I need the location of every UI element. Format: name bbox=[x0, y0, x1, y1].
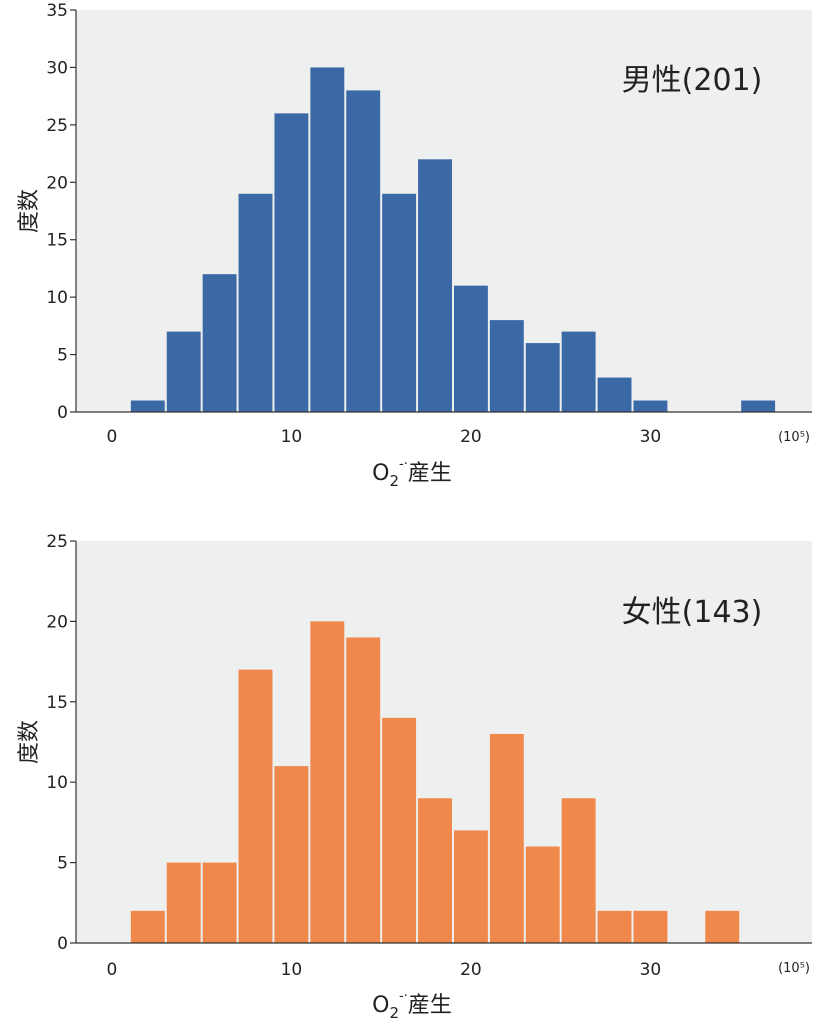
x-tick-label: 0 bbox=[106, 427, 117, 447]
histogram-bar bbox=[525, 846, 560, 943]
y-tick-label: 0 bbox=[57, 934, 68, 954]
histogram-bar bbox=[238, 193, 273, 412]
histogram-bar bbox=[166, 862, 201, 943]
histogram-bar bbox=[382, 193, 417, 412]
x-tick-label: 20 bbox=[460, 960, 482, 980]
y-axis-title: 度数 bbox=[17, 720, 42, 764]
y-tick-label: 30 bbox=[46, 58, 68, 78]
histogram-bar bbox=[561, 331, 596, 412]
chart-panel-2: 0 5 10 15 20 25 0 10 20 30 (10⁵) O2-·産生 度数 女性(143) bbox=[17, 532, 812, 1022]
y-tick-label: 25 bbox=[46, 116, 68, 136]
histogram-bar bbox=[633, 400, 668, 412]
histogram-bar bbox=[489, 733, 524, 943]
x-tick-label: 0 bbox=[106, 960, 117, 980]
histogram-bar bbox=[633, 910, 668, 943]
panel-label: 女性(143) bbox=[622, 595, 763, 630]
chart-panel-1: 0 5 10 15 20 25 30 35 0 10 20 30 (10⁵) O2-·産生 度数 男性(201… bbox=[17, 1, 812, 490]
histogram-bar bbox=[310, 621, 345, 943]
histogram-bar bbox=[238, 669, 273, 943]
histogram-bar bbox=[453, 285, 488, 412]
y-tick-label: 5 bbox=[57, 346, 68, 366]
histogram-bar bbox=[418, 798, 452, 943]
x-axis-unit: (10⁵) bbox=[778, 430, 810, 445]
y-tick-label: 20 bbox=[46, 173, 68, 193]
histogram-bar bbox=[166, 331, 201, 412]
histogram-bar bbox=[202, 862, 237, 943]
x-axis-unit: (10⁵) bbox=[778, 961, 810, 976]
y-axis-title: 度数 bbox=[17, 189, 42, 233]
histogram-bar bbox=[418, 159, 452, 412]
y-tick-label: 35 bbox=[46, 1, 68, 21]
y-tick-label: 15 bbox=[46, 693, 68, 713]
y-tick-label: 5 bbox=[57, 854, 68, 874]
histogram-bar bbox=[346, 637, 381, 943]
y-tick-label: 25 bbox=[46, 532, 68, 552]
panel-label: 男性(201) bbox=[622, 63, 763, 98]
x-tick-label: 30 bbox=[640, 427, 662, 447]
y-tick-label: 20 bbox=[46, 612, 68, 632]
histogram-bar bbox=[130, 910, 165, 943]
histogram-bar bbox=[489, 320, 524, 412]
y-tick-label: 0 bbox=[57, 403, 68, 423]
y-tick-label: 10 bbox=[46, 288, 68, 308]
x-tick-label: 30 bbox=[640, 960, 662, 980]
y-tick-label: 15 bbox=[46, 231, 68, 251]
y-tick-label: 10 bbox=[46, 773, 68, 793]
x-axis-title: O2-·産生 bbox=[372, 989, 452, 1022]
histogram-bar bbox=[382, 717, 417, 943]
histogram-bar bbox=[346, 90, 381, 413]
histogram-bar bbox=[274, 113, 309, 412]
histogram-bar bbox=[274, 766, 309, 943]
x-tick-label: 10 bbox=[281, 427, 303, 447]
x-tick-label: 10 bbox=[281, 960, 303, 980]
histogram-bar bbox=[741, 400, 776, 412]
histogram-bar bbox=[525, 343, 560, 412]
x-axis-title: O2-·産生 bbox=[372, 457, 452, 490]
histogram-bar bbox=[453, 830, 488, 943]
histogram-bar bbox=[705, 910, 740, 943]
x-tick-label: 20 bbox=[460, 427, 482, 447]
histogram-bar bbox=[597, 377, 632, 412]
histogram-bar bbox=[561, 798, 596, 943]
histogram-bar bbox=[310, 67, 345, 412]
histogram-bar bbox=[202, 274, 237, 412]
histogram-bar bbox=[597, 910, 632, 943]
histogram-bar bbox=[130, 400, 165, 412]
